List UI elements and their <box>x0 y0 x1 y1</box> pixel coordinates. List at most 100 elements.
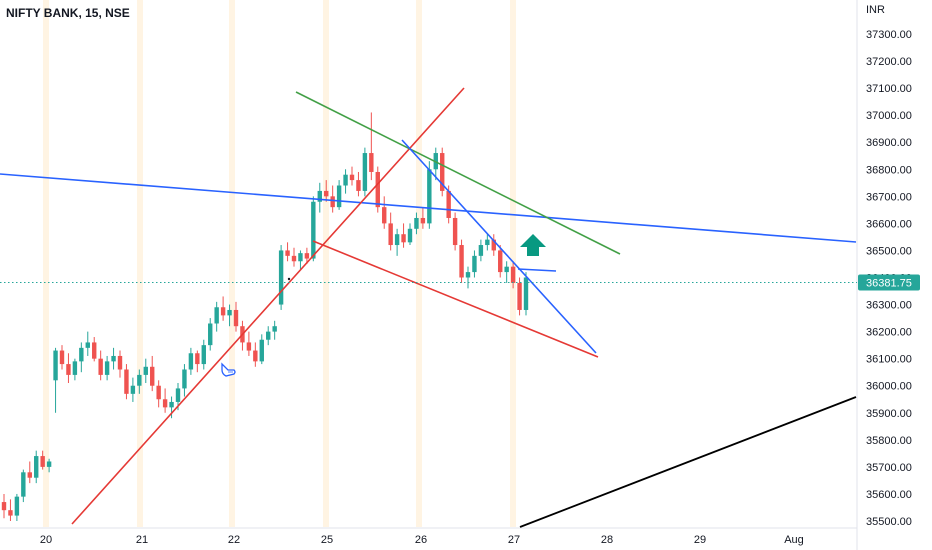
candle-body <box>394 234 400 246</box>
last-price-badge <box>858 274 920 291</box>
candle-body <box>59 350 65 365</box>
x-tick-label: 27 <box>508 534 520 546</box>
candle-body <box>427 169 432 224</box>
candle-body <box>8 510 13 516</box>
candle-body <box>330 196 335 208</box>
y-tick-label: 36100.00 <box>866 354 912 366</box>
candle-body <box>388 223 393 246</box>
candle-body <box>278 250 284 305</box>
candle-body <box>446 190 451 218</box>
candle-body <box>362 153 368 191</box>
x-tick-label: 22 <box>228 534 240 546</box>
candle-body <box>162 399 168 408</box>
y-tick-label: 36800.00 <box>866 164 912 176</box>
x-tick-label: 29 <box>694 534 706 546</box>
candle-body <box>169 401 174 408</box>
candle-body <box>175 388 181 402</box>
candle-body <box>343 174 348 186</box>
candle-body <box>21 472 26 497</box>
candle-body <box>420 217 426 224</box>
candle-body <box>356 180 361 191</box>
candle-body <box>259 339 264 362</box>
candle-body <box>156 385 161 400</box>
candle-body <box>266 331 271 340</box>
candle-body <box>14 496 20 516</box>
y-tick-label: 37200.00 <box>866 56 912 68</box>
candle-body <box>104 361 110 375</box>
candle-body <box>440 153 445 191</box>
y-tick-label: 36700.00 <box>866 191 912 203</box>
y-tick-label: 37000.00 <box>866 110 912 122</box>
candle-body <box>382 207 387 224</box>
session-stripe <box>137 0 143 527</box>
y-tick-label: 37100.00 <box>866 83 912 95</box>
candle-body <box>188 353 194 370</box>
y-tick-label: 36600.00 <box>866 218 912 230</box>
y-tick-label: 35600.00 <box>866 489 912 501</box>
candle-body <box>143 366 148 375</box>
x-tick-label: 26 <box>415 534 427 546</box>
candle-body <box>498 250 503 273</box>
candle-body <box>291 255 297 262</box>
candle-body <box>201 345 206 365</box>
candle-body <box>349 174 355 181</box>
candle-body <box>414 217 419 229</box>
x-tick-label: 21 <box>136 534 148 546</box>
candle-body <box>369 153 374 172</box>
candle-body <box>92 342 97 359</box>
last-price-value: 36381.75 <box>866 277 912 289</box>
candle-body <box>214 307 219 324</box>
candle-body <box>227 309 232 316</box>
y-tick-label: 36900.00 <box>866 137 912 149</box>
candle-body <box>66 364 71 375</box>
candle-body <box>79 347 84 362</box>
candle-body <box>246 342 252 351</box>
x-tick-label: Aug <box>784 534 804 546</box>
candle-body <box>150 366 155 386</box>
cursor-dot <box>287 277 291 281</box>
candle-body <box>465 272 471 278</box>
y-tick-label: 36000.00 <box>866 381 912 393</box>
candle-body <box>208 323 213 346</box>
trendline-green <box>295 91 621 255</box>
candle-body <box>510 266 516 283</box>
candle-body <box>311 201 316 259</box>
candle-body <box>72 361 78 375</box>
session-stripe <box>416 0 422 527</box>
candle-body <box>478 245 484 256</box>
candle-body <box>220 307 226 316</box>
candle-body <box>517 282 522 310</box>
candle-body <box>53 350 58 381</box>
session-stripe <box>323 0 329 527</box>
candle-body <box>195 353 200 365</box>
candle-body <box>401 234 406 243</box>
candle-body <box>375 171 380 208</box>
candle-body <box>137 374 142 386</box>
y-tick-label: 36300.00 <box>866 300 912 312</box>
candle-body <box>40 456 45 467</box>
y-tick-label: 37300.00 <box>866 29 912 41</box>
candle-body <box>34 456 39 478</box>
session-stripe <box>229 0 235 527</box>
session-stripe <box>43 0 49 527</box>
candle-body <box>272 326 277 332</box>
trendline-blue-falling <box>401 139 597 354</box>
chart-title: NIFTY BANK, 15, NSE <box>6 6 130 20</box>
candle-body <box>324 190 329 197</box>
x-tick-label: 25 <box>321 534 333 546</box>
y-tick-label: 36200.00 <box>866 327 912 339</box>
candle-body <box>124 369 129 394</box>
candle-body <box>98 358 103 375</box>
candle-body <box>523 277 529 310</box>
candle-body <box>130 385 136 394</box>
candle-body <box>285 250 290 256</box>
trendline-red-channel <box>312 240 599 358</box>
candle-body <box>85 342 90 348</box>
x-tick-label: 28 <box>601 534 613 546</box>
y-tick-label: 35700.00 <box>866 462 912 474</box>
candle-body <box>485 239 490 246</box>
candle-body <box>182 369 187 389</box>
candle-body <box>117 355 123 370</box>
